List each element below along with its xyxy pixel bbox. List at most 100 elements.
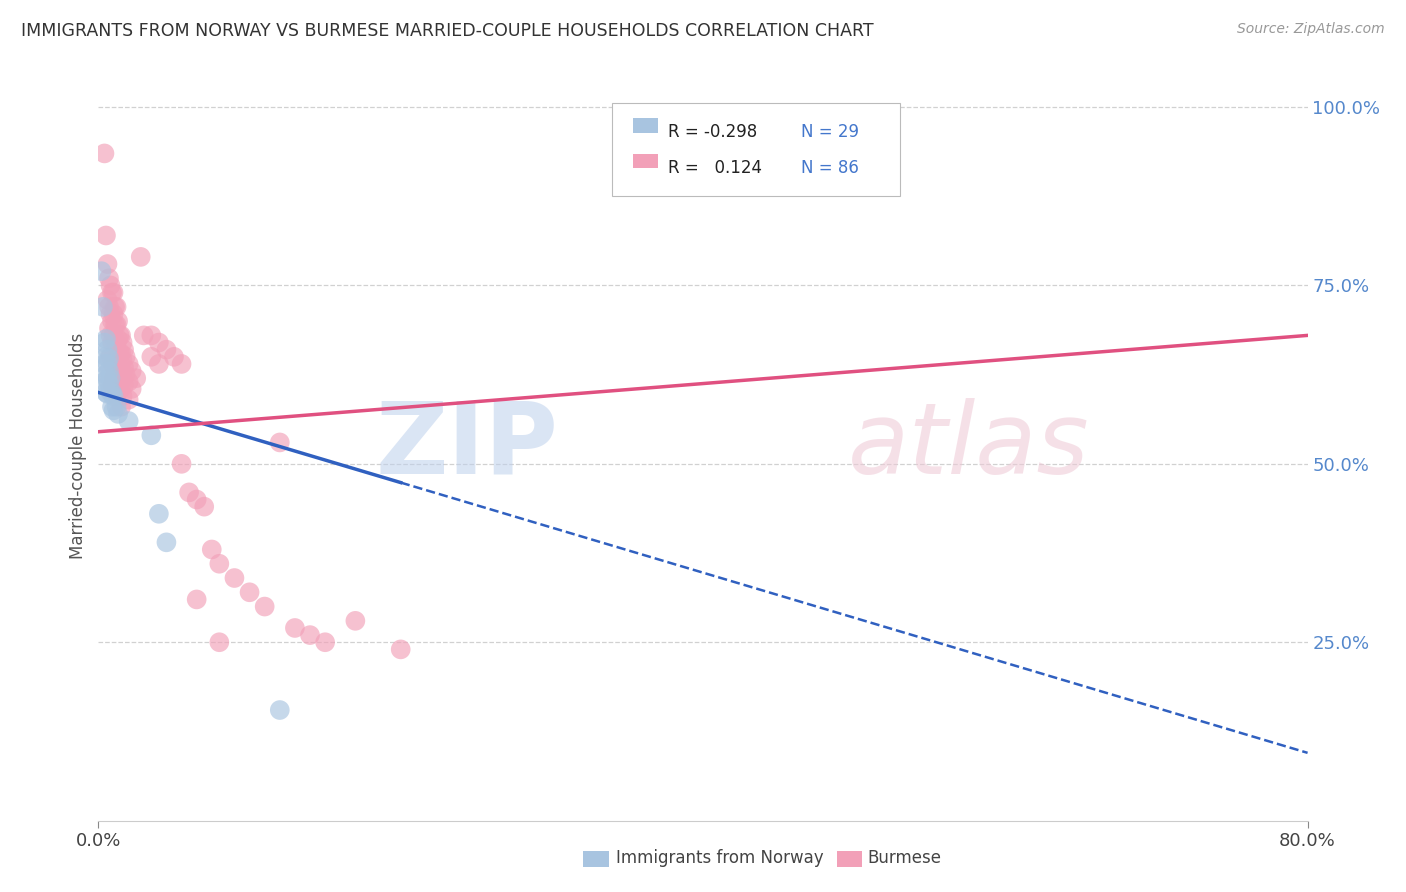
Point [208, 635, 231, 649]
Point [98, 271, 121, 285]
Point [100, 278, 122, 293]
Point [93, 357, 115, 371]
Point [112, 360, 135, 375]
Point [224, 571, 246, 585]
Point [170, 457, 193, 471]
Point [107, 407, 129, 421]
Point [98, 364, 121, 378]
Point [155, 535, 177, 549]
Point [284, 621, 307, 635]
Point [100, 328, 122, 343]
Point [96, 357, 118, 371]
Point [96, 343, 118, 357]
Text: Immigrants from Norway: Immigrants from Norway [616, 849, 824, 867]
Point [94, 332, 117, 346]
Text: ZIP: ZIP [375, 398, 558, 494]
Y-axis label: Married-couple Households: Married-couple Households [69, 333, 87, 559]
Point [129, 250, 152, 264]
Point [101, 400, 124, 414]
Point [103, 371, 125, 385]
Point [201, 542, 224, 557]
Point [103, 285, 125, 300]
Point [121, 382, 143, 396]
Point [96, 373, 118, 387]
Point [98, 321, 121, 335]
Text: R =   0.124: R = 0.124 [668, 159, 762, 177]
Point [107, 350, 129, 364]
Point [148, 357, 170, 371]
Point [101, 378, 124, 392]
Point [90, 264, 112, 278]
Point [104, 353, 127, 368]
Text: atlas: atlas [848, 398, 1090, 494]
Point [105, 318, 128, 332]
Point [94, 350, 117, 364]
Point [103, 307, 125, 321]
Point [93, 335, 115, 350]
Point [110, 400, 132, 414]
Point [299, 628, 322, 642]
Point [103, 389, 125, 403]
Point [101, 314, 124, 328]
Point [114, 350, 136, 364]
Point [163, 350, 186, 364]
Point [104, 335, 127, 350]
Point [141, 328, 163, 343]
Point [96, 387, 118, 401]
Point [98, 376, 121, 391]
Point [107, 385, 129, 400]
Point [141, 428, 163, 442]
Point [101, 357, 124, 371]
Point [94, 228, 117, 243]
Point [103, 350, 125, 364]
Text: N = 29: N = 29 [801, 123, 859, 141]
Point [186, 492, 208, 507]
Point [155, 343, 177, 357]
Point [269, 703, 291, 717]
Point [108, 382, 131, 396]
Point [107, 314, 129, 328]
Point [101, 385, 124, 400]
Point [94, 368, 117, 382]
Point [96, 293, 118, 307]
Point [100, 307, 122, 321]
Point [91, 300, 114, 314]
Point [186, 592, 208, 607]
Point [98, 351, 121, 366]
Point [105, 300, 128, 314]
Text: Source: ZipAtlas.com: Source: ZipAtlas.com [1237, 22, 1385, 37]
Point [107, 332, 129, 346]
Point [132, 328, 155, 343]
Point [108, 328, 131, 343]
Point [118, 357, 141, 371]
Point [193, 500, 215, 514]
Point [101, 335, 124, 350]
Point [148, 507, 170, 521]
Point [96, 257, 118, 271]
Point [344, 614, 367, 628]
Point [112, 378, 135, 392]
Point [111, 353, 134, 368]
Point [118, 414, 141, 428]
Point [108, 364, 131, 378]
Point [141, 350, 163, 364]
Point [269, 435, 291, 450]
Point [112, 343, 135, 357]
Text: R = -0.298: R = -0.298 [668, 123, 756, 141]
Point [110, 382, 132, 396]
Point [105, 353, 128, 368]
Point [107, 368, 129, 382]
Point [104, 318, 127, 332]
Point [111, 335, 134, 350]
Point [125, 371, 148, 385]
Point [118, 392, 141, 407]
Point [314, 635, 336, 649]
Point [111, 371, 134, 385]
Point [108, 346, 131, 360]
Point [253, 599, 276, 614]
Point [103, 328, 125, 343]
Point [110, 346, 132, 360]
Text: N = 86: N = 86 [801, 159, 859, 177]
Point [98, 300, 121, 314]
Point [110, 364, 132, 378]
